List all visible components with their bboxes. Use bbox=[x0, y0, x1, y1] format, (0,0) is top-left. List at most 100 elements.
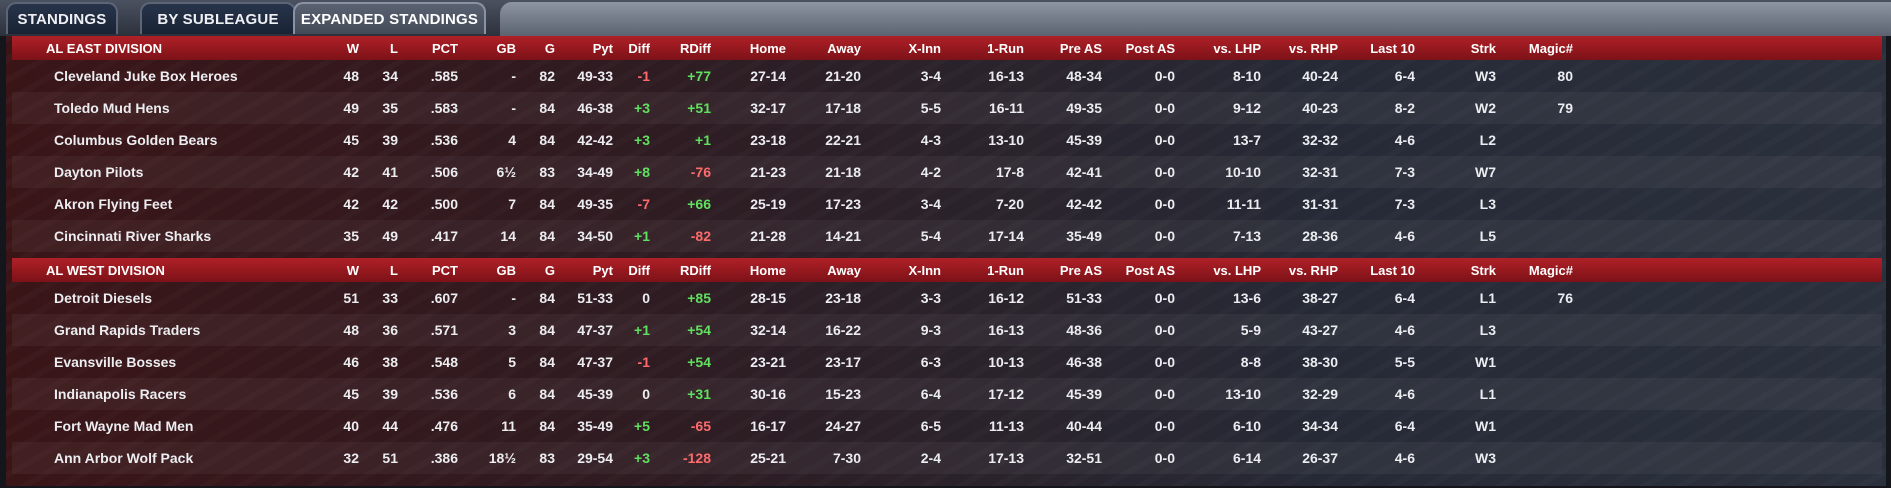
team-row[interactable]: Grand Rapids Traders 48 36 .571 3 84 47-37 +1 +5… bbox=[12, 314, 1882, 346]
team-name[interactable]: Indianapolis Racers bbox=[54, 386, 187, 402]
column-header-magic-number[interactable]: Magic# bbox=[1528, 262, 1573, 278]
home-record: 23-18 bbox=[750, 132, 786, 148]
pre-allstar-record: 46-38 bbox=[1066, 354, 1102, 370]
column-header-vs-rhp-record[interactable]: vs. RHP bbox=[1288, 262, 1338, 278]
column-header-games[interactable]: G bbox=[544, 40, 555, 56]
column-header-games-back[interactable]: GB bbox=[496, 262, 517, 278]
away-record: 7-30 bbox=[832, 450, 861, 466]
diff: 0 bbox=[642, 290, 650, 306]
vs-lhp-record: 8-8 bbox=[1240, 354, 1261, 370]
pre-allstar-record: 48-34 bbox=[1066, 68, 1102, 84]
extra-innings-record: 4-2 bbox=[920, 164, 941, 180]
team-name[interactable]: Columbus Golden Bears bbox=[54, 132, 218, 148]
tab-standings[interactable]: STANDINGS bbox=[6, 2, 118, 34]
team-row[interactable]: Cincinnati River Sharks 35 49 .417 14 84 34-50… bbox=[12, 220, 1882, 252]
team-row[interactable]: Dayton Pilots 42 41 .506 6½ 83 34-49 +8 -76 21-23… bbox=[12, 156, 1882, 188]
vs-rhp-record: 32-29 bbox=[1302, 386, 1338, 402]
pct: .607 bbox=[430, 290, 458, 306]
column-header-pct[interactable]: PCT bbox=[432, 262, 458, 278]
team-name[interactable]: Detroit Diesels bbox=[54, 290, 153, 306]
team-row[interactable]: Fort Wayne Mad Men 40 44 .476 11 84 35-49 +5 -65… bbox=[12, 410, 1882, 442]
pythag: 45-39 bbox=[577, 386, 613, 402]
wins: 46 bbox=[343, 354, 359, 370]
column-header-wins[interactable]: W bbox=[346, 262, 359, 278]
column-header-diff[interactable]: Diff bbox=[628, 40, 650, 56]
column-header-pythag[interactable]: Pyt bbox=[592, 262, 613, 278]
column-header-one-run-record[interactable]: 1-Run bbox=[987, 40, 1024, 56]
vs-rhp-record: 34-34 bbox=[1302, 418, 1338, 434]
team-name[interactable]: Ann Arbor Wolf Pack bbox=[54, 450, 194, 466]
standings-table: AL EAST DIVISION W L PCT GB G Pyt Diff RDiff Home… bbox=[6, 36, 1886, 486]
column-header-pythag[interactable]: Pyt bbox=[592, 40, 613, 56]
post-allstar-record: 0-0 bbox=[1154, 228, 1175, 244]
column-header-losses[interactable]: L bbox=[390, 40, 398, 56]
magic-number: 76 bbox=[1557, 290, 1573, 306]
pct: .417 bbox=[430, 228, 458, 244]
vs-lhp-record: 13-7 bbox=[1232, 132, 1261, 148]
column-header-run-diff[interactable]: RDiff bbox=[679, 40, 711, 56]
run-diff: -128 bbox=[682, 450, 711, 466]
home-record: 27-14 bbox=[750, 68, 786, 84]
post-allstar-record: 0-0 bbox=[1154, 386, 1175, 402]
pre-allstar-record: 45-39 bbox=[1066, 386, 1102, 402]
column-header-extra-innings-record[interactable]: X-Inn bbox=[908, 262, 942, 278]
column-header-diff[interactable]: Diff bbox=[628, 262, 650, 278]
column-header-home-record[interactable]: Home bbox=[749, 40, 786, 56]
wins: 40 bbox=[343, 418, 359, 434]
team-row[interactable]: Columbus Golden Bears 45 39 .536 4 84 42-42 +3 +… bbox=[12, 124, 1882, 156]
column-header-home-record[interactable]: Home bbox=[749, 262, 786, 278]
tab-bar: STANDINGS BY SUBLEAGUE EXPANDED STANDING… bbox=[0, 0, 1891, 36]
team-name[interactable]: Cincinnati River Sharks bbox=[54, 228, 212, 244]
magic-number bbox=[1513, 220, 1573, 252]
column-header-last-10-record[interactable]: Last 10 bbox=[1370, 262, 1415, 278]
column-header-last-10-record[interactable]: Last 10 bbox=[1370, 40, 1415, 56]
team-row[interactable]: Evansville Bosses 46 38 .548 5 84 47-37 -1 +54 23… bbox=[12, 346, 1882, 378]
column-header-vs-lhp-record[interactable]: vs. LHP bbox=[1213, 262, 1261, 278]
column-header-one-run-record[interactable]: 1-Run bbox=[987, 262, 1024, 278]
column-header-pct[interactable]: PCT bbox=[432, 40, 458, 56]
column-header-wins[interactable]: W bbox=[346, 40, 359, 56]
column-header-run-diff[interactable]: RDiff bbox=[679, 262, 711, 278]
column-header-vs-lhp-record[interactable]: vs. LHP bbox=[1213, 40, 1261, 56]
column-header-vs-rhp-record[interactable]: vs. RHP bbox=[1288, 40, 1338, 56]
column-header-post-allstar-record[interactable]: Post AS bbox=[1125, 40, 1175, 56]
column-header-magic-number[interactable]: Magic# bbox=[1528, 40, 1573, 56]
team-row[interactable]: Indianapolis Racers 45 39 .536 6 84 45-39 0 +31 3… bbox=[12, 378, 1882, 410]
team-row[interactable]: Cleveland Juke Box Heroes 48 34 .585 - 82 49-3… bbox=[12, 60, 1882, 92]
post-allstar-record: 0-0 bbox=[1154, 322, 1175, 338]
away-record: 16-22 bbox=[825, 322, 861, 338]
team-row[interactable]: Toledo Mud Hens 49 35 .583 - 84 46-38 +3 +51 32-1… bbox=[12, 92, 1882, 124]
tab-by-subleague[interactable]: BY SUBLEAGUE bbox=[140, 2, 296, 34]
team-row[interactable]: Akron Flying Feet 42 42 .500 7 84 49-35 -7 +66 25… bbox=[12, 188, 1882, 220]
team-name[interactable]: Evansville Bosses bbox=[54, 354, 177, 370]
team-name[interactable]: Grand Rapids Traders bbox=[54, 322, 201, 338]
wins: 42 bbox=[343, 196, 359, 212]
team-name[interactable]: Cleveland Juke Box Heroes bbox=[54, 68, 238, 84]
column-header-away-record[interactable]: Away bbox=[827, 262, 861, 278]
column-header-games[interactable]: G bbox=[544, 262, 555, 278]
last-10-record: 8-2 bbox=[1394, 100, 1415, 116]
team-name[interactable]: Fort Wayne Mad Men bbox=[54, 418, 194, 434]
losses: 36 bbox=[382, 322, 398, 338]
streak: W3 bbox=[1475, 450, 1496, 466]
losses: 51 bbox=[382, 450, 398, 466]
tab-expanded-standings[interactable]: EXPANDED STANDINGS bbox=[293, 2, 486, 34]
losses: 34 bbox=[382, 68, 398, 84]
column-header-games-back[interactable]: GB bbox=[496, 40, 517, 56]
column-header-extra-innings-record[interactable]: X-Inn bbox=[908, 40, 942, 56]
column-header-post-allstar-record[interactable]: Post AS bbox=[1125, 262, 1175, 278]
team-row[interactable]: Ann Arbor Wolf Pack 32 51 .386 18½ 83 29-54 +3 -… bbox=[12, 442, 1882, 474]
team-name[interactable]: Dayton Pilots bbox=[54, 164, 144, 180]
home-record: 25-19 bbox=[750, 196, 786, 212]
column-header-pre-allstar-record[interactable]: Pre AS bbox=[1059, 40, 1102, 56]
team-row[interactable]: Detroit Diesels 51 33 .607 - 84 51-33 0 +85 28-15… bbox=[12, 282, 1882, 314]
column-header-away-record[interactable]: Away bbox=[827, 40, 861, 56]
team-name[interactable]: Toledo Mud Hens bbox=[54, 100, 170, 116]
team-name[interactable]: Akron Flying Feet bbox=[54, 196, 173, 212]
vs-rhp-record: 38-27 bbox=[1302, 290, 1338, 306]
column-header-pre-allstar-record[interactable]: Pre AS bbox=[1059, 262, 1102, 278]
column-header-streak[interactable]: Strk bbox=[1470, 40, 1496, 56]
division-name: AL EAST DIVISION bbox=[46, 40, 163, 56]
column-header-streak[interactable]: Strk bbox=[1470, 262, 1496, 278]
column-header-losses[interactable]: L bbox=[390, 262, 398, 278]
